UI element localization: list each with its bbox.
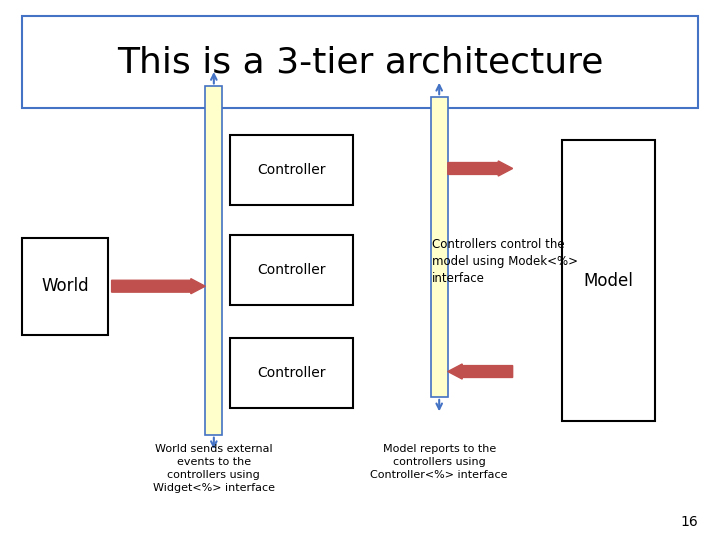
- Text: Model reports to the
controllers using
Controller<%> interface: Model reports to the controllers using C…: [371, 444, 508, 480]
- Text: This is a 3-tier architecture: This is a 3-tier architecture: [117, 45, 603, 79]
- FancyBboxPatch shape: [22, 16, 698, 108]
- FancyArrow shape: [448, 364, 513, 379]
- FancyBboxPatch shape: [22, 238, 108, 335]
- Text: 16: 16: [680, 515, 698, 529]
- Text: Controllers control the
model using Modek<%>
interface: Controllers control the model using Mode…: [432, 238, 578, 286]
- Text: Controller: Controller: [257, 263, 326, 277]
- Text: Controller: Controller: [257, 163, 326, 177]
- FancyBboxPatch shape: [431, 97, 448, 397]
- Text: World: World: [41, 277, 89, 295]
- FancyBboxPatch shape: [562, 140, 655, 421]
- FancyBboxPatch shape: [205, 86, 222, 435]
- Text: World sends external
events to the
controllers using
Widget<%> interface: World sends external events to the contr…: [153, 444, 275, 494]
- FancyArrow shape: [112, 279, 205, 294]
- Text: Model: Model: [583, 272, 634, 290]
- FancyBboxPatch shape: [230, 338, 353, 408]
- Text: Controller: Controller: [257, 366, 326, 380]
- FancyArrow shape: [448, 161, 513, 176]
- FancyBboxPatch shape: [230, 135, 353, 205]
- FancyBboxPatch shape: [230, 235, 353, 305]
